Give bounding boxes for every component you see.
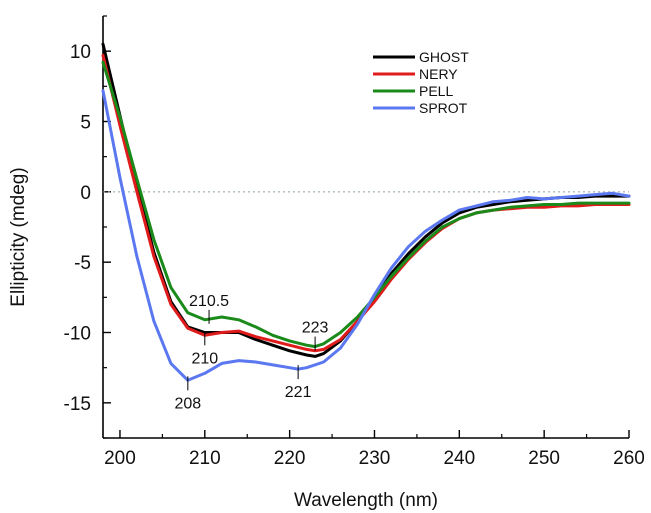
annotation-label: 223 <box>302 320 329 337</box>
annotation-label: 210 <box>191 350 218 367</box>
x-tick-label: 220 <box>274 448 306 469</box>
y-tick-label: -5 <box>74 253 91 274</box>
legend-label-sprot: SPROT <box>419 100 468 116</box>
x-tick-label: 260 <box>613 448 645 469</box>
y-tick-label: -15 <box>64 394 91 415</box>
annotation-label: 210.5 <box>189 293 229 310</box>
x-tick-label: 210 <box>189 448 221 469</box>
peak-annotations: 210.5 210 223 208 221 <box>174 293 328 412</box>
y-tick-label: 5 <box>80 113 91 134</box>
series-line-pell <box>101 60 631 349</box>
y-tick-label: -10 <box>64 324 91 345</box>
series-line-sprot <box>101 89 631 382</box>
annotation-label: 208 <box>174 395 201 412</box>
x-tick-label: 200 <box>104 448 136 469</box>
series-lines <box>101 42 631 382</box>
legend-label-ghost: GHOST <box>419 49 469 65</box>
x-tick-label: 230 <box>359 448 391 469</box>
legend-label-nery: NERY <box>419 66 458 82</box>
x-tick-label: 240 <box>443 448 475 469</box>
y-tick-label: 10 <box>70 42 91 63</box>
x-tick-label: 250 <box>528 448 560 469</box>
legend-label-pell: PELL <box>419 83 453 99</box>
axes: 200 210 220 230 240 250 260 10 5 0 -5 -10 -15 <box>64 15 645 469</box>
annotation-label: 221 <box>285 384 312 401</box>
y-tick-label: 0 <box>80 183 91 204</box>
y-axis-title: Ellipticity (mdeg) <box>8 167 29 306</box>
x-axis-title: Wavelength (nm) <box>294 490 438 511</box>
